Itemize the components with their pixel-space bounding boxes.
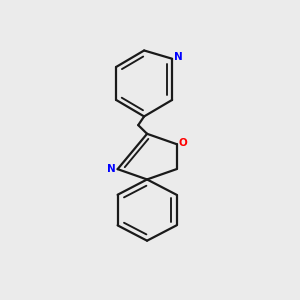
Text: N: N: [174, 52, 183, 62]
Text: N: N: [107, 164, 116, 174]
Text: O: O: [178, 138, 188, 148]
